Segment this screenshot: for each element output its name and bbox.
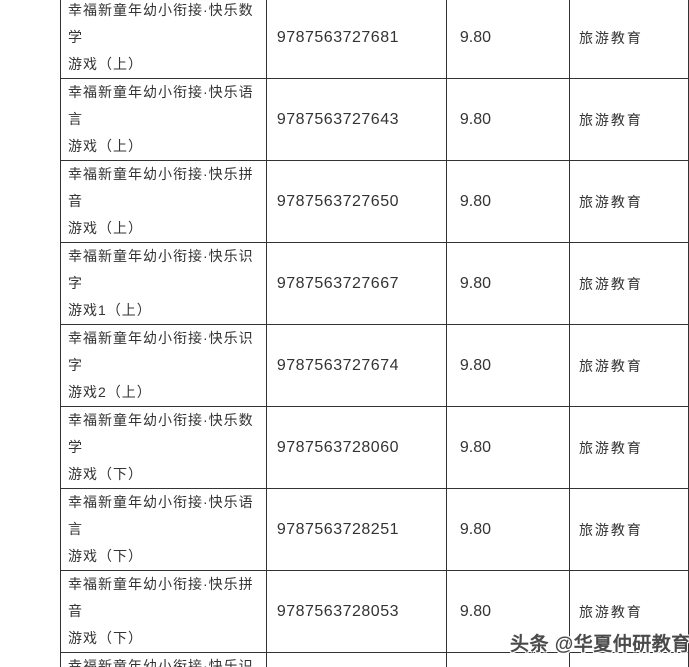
book-title-cell: 幸福新童年幼小衔接·快乐识字 游戏1（上） (60, 242, 267, 325)
price-cell: 9.80 (445, 242, 570, 325)
table-row: 幸福新童年幼小衔接·快乐数学 游戏（下） 9787563728060 9.80 … (60, 406, 689, 489)
table-row: 幸福新童年幼小衔接·快乐识字 游戏2（上） 9787563727674 9.80… (60, 324, 689, 407)
publisher-cell: 旅游教育 (568, 652, 689, 667)
book-title-cell: 幸福新童年幼小衔接·快乐拼音 游戏（下） (60, 570, 267, 653)
publisher-cell: 旅游教育 (568, 242, 689, 325)
price-cell: 9.80 (445, 160, 570, 243)
isbn-cell: 9787563727650 (265, 160, 447, 243)
table-row: 幸福新童年幼小衔接·快乐识字 游戏1（下） 9787563728268 9.80… (60, 652, 689, 667)
table-row: 幸福新童年幼小衔接·快乐识字 游戏1（上） 9787563727667 9.80… (60, 242, 689, 325)
publisher-cell: 旅游教育 (568, 406, 689, 489)
isbn-cell: 9787563727674 (265, 324, 447, 407)
publisher-cell: 旅游教育 (568, 488, 689, 571)
book-title-cell: 幸福新童年幼小衔接·快乐识字 游戏1（下） (60, 652, 267, 667)
publisher-cell: 旅游教育 (568, 0, 689, 79)
price-cell: 9.80 (445, 652, 570, 667)
publisher-cell: 旅游教育 (568, 78, 689, 161)
table-row: 幸福新童年幼小衔接·快乐数学 游戏（上） 9787563727681 9.80 … (60, 0, 689, 79)
price-cell: 9.80 (445, 324, 570, 407)
book-title-cell: 幸福新童年幼小衔接·快乐数学 游戏（下） (60, 406, 267, 489)
publisher-cell: 旅游教育 (568, 160, 689, 243)
isbn-cell: 9787563727643 (265, 78, 447, 161)
table-row: 幸福新童年幼小衔接·快乐语言 游戏（下） 9787563728251 9.80 … (60, 488, 689, 571)
book-title-cell: 幸福新童年幼小衔接·快乐语言 游戏（上） (60, 78, 267, 161)
price-cell: 9.80 (445, 488, 570, 571)
book-title-cell: 幸福新童年幼小衔接·快乐语言 游戏（下） (60, 488, 267, 571)
book-price-table: 幸福新童年幼小衔接·快乐数学 游戏（上） 9787563727681 9.80 … (60, 0, 689, 667)
price-cell: 9.80 (445, 78, 570, 161)
price-cell: 9.80 (445, 406, 570, 489)
publisher-cell: 旅游教育 (568, 324, 689, 407)
table-row: 幸福新童年幼小衔接·快乐拼音 游戏（下） 9787563728053 9.80 … (60, 570, 689, 653)
isbn-cell: 9787563728251 (265, 488, 447, 571)
isbn-cell: 9787563727681 (265, 0, 447, 79)
isbn-cell: 9787563728268 (265, 652, 447, 667)
isbn-cell: 9787563727667 (265, 242, 447, 325)
book-title-cell: 幸福新童年幼小衔接·快乐数学 游戏（上） (60, 0, 267, 79)
book-title-cell: 幸福新童年幼小衔接·快乐识字 游戏2（上） (60, 324, 267, 407)
isbn-cell: 9787563728060 (265, 406, 447, 489)
book-table: 幸福新童年幼小衔接·快乐数学 游戏（上） 9787563727681 9.80 … (60, 0, 689, 667)
price-cell: 9.80 (445, 570, 570, 653)
book-title-cell: 幸福新童年幼小衔接·快乐拼音 游戏（上） (60, 160, 267, 243)
isbn-cell: 9787563728053 (265, 570, 447, 653)
table-row: 幸福新童年幼小衔接·快乐语言 游戏（上） 9787563727643 9.80 … (60, 78, 689, 161)
publisher-cell: 旅游教育 (568, 570, 689, 653)
table-row: 幸福新童年幼小衔接·快乐拼音 游戏（上） 9787563727650 9.80 … (60, 160, 689, 243)
price-cell: 9.80 (445, 0, 570, 79)
